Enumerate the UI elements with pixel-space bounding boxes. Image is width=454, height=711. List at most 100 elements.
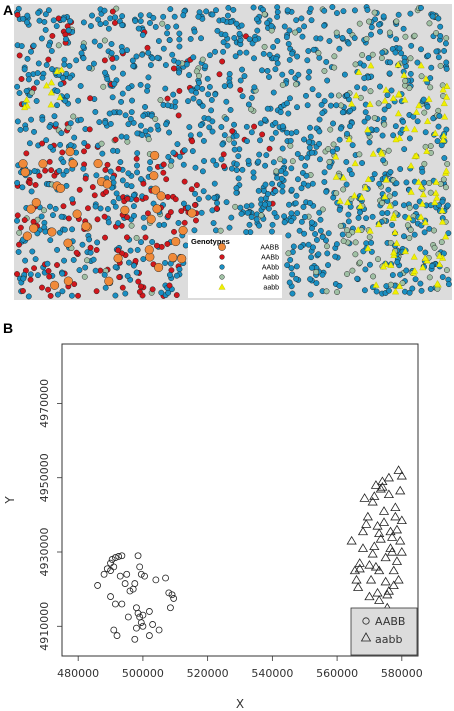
map-point-aabb bbox=[295, 71, 302, 78]
map-point-aabb bbox=[412, 152, 420, 159]
map-point-aabb bbox=[92, 109, 99, 115]
map-point-aabb bbox=[224, 42, 231, 49]
map-point-aabb bbox=[66, 74, 73, 81]
map-point-aabb bbox=[231, 35, 238, 41]
x-tick-label: 540000 bbox=[251, 667, 293, 680]
map-point-aabb bbox=[138, 239, 144, 246]
map-point-aabb bbox=[316, 140, 323, 147]
map-point-aabb bbox=[165, 153, 172, 160]
map-point-aabb bbox=[142, 104, 148, 110]
map-point-aabb bbox=[73, 249, 80, 256]
map-point-aabb bbox=[164, 241, 171, 247]
point-aabb-circle bbox=[137, 570, 145, 578]
map-point-aabb bbox=[203, 8, 210, 15]
map-point-aabb bbox=[443, 82, 451, 89]
map-point-aabb bbox=[403, 267, 410, 274]
map-point-aabb bbox=[196, 79, 202, 86]
map-point-aabb bbox=[140, 112, 147, 119]
map-point-aabb bbox=[316, 54, 323, 61]
map-point-aabb bbox=[294, 151, 301, 157]
map-point-aabb bbox=[92, 267, 99, 274]
map-point-aabb bbox=[21, 103, 29, 111]
map-point-aabb bbox=[439, 198, 446, 205]
map-point-aabb bbox=[177, 254, 187, 264]
map-point-aabb bbox=[316, 116, 323, 123]
map-point-aabb bbox=[65, 215, 72, 222]
point-aabb-triangle bbox=[374, 565, 385, 575]
map-point-aabb bbox=[100, 83, 107, 90]
map-point-aabb bbox=[385, 186, 392, 193]
map-point-aabb bbox=[440, 176, 447, 183]
map-point-aabb bbox=[406, 135, 413, 142]
map-point-aabb bbox=[97, 205, 104, 212]
map-point-aabb bbox=[78, 116, 84, 123]
map-point-aabb bbox=[403, 179, 410, 186]
map-point-aabb bbox=[286, 279, 293, 286]
point-aabb-triangle bbox=[374, 528, 385, 538]
map-point-aabb bbox=[365, 114, 371, 121]
point-aabb-circle bbox=[139, 622, 147, 630]
map-point-aabb bbox=[220, 163, 227, 170]
map-point-aabb bbox=[16, 229, 23, 236]
point-aabb-triangle bbox=[383, 472, 394, 482]
map-point-aabb bbox=[192, 190, 198, 197]
point-aabb-circle bbox=[110, 563, 118, 571]
map-point-aabb bbox=[319, 234, 326, 240]
map-point-aabb bbox=[389, 222, 396, 228]
map-point-aabb bbox=[50, 17, 57, 24]
map-point-aabb bbox=[200, 137, 207, 144]
map-point-aabb bbox=[227, 107, 234, 113]
map-point-aabb bbox=[202, 63, 209, 70]
map-point-aabb bbox=[281, 23, 288, 30]
map-point-aabb bbox=[426, 20, 433, 27]
point-aabb-circle bbox=[116, 572, 124, 580]
map-point-aabb bbox=[174, 141, 181, 148]
map-point-aabb bbox=[401, 233, 407, 240]
map-point-aabb bbox=[400, 71, 408, 78]
map-point-aabb bbox=[175, 59, 182, 66]
map-point-aabb bbox=[149, 55, 156, 62]
map-point-aabb bbox=[209, 11, 216, 18]
legend-marker-aabb bbox=[219, 254, 225, 260]
map-point-aabb bbox=[389, 272, 396, 278]
map-point-aabb bbox=[31, 198, 41, 208]
map-point-aabb bbox=[336, 45, 343, 52]
map-point-aabb bbox=[369, 51, 376, 58]
map-point-aabb bbox=[31, 168, 38, 174]
map-point-aabb bbox=[277, 156, 284, 163]
map-point-aabb bbox=[49, 32, 56, 39]
map-point-aabb bbox=[269, 221, 276, 228]
map-point-aabb bbox=[205, 115, 212, 122]
map-point-aabb bbox=[332, 173, 340, 180]
map-point-aabb bbox=[331, 53, 338, 60]
map-point-aabb bbox=[402, 124, 410, 132]
map-point-aabb bbox=[405, 214, 413, 221]
map-point-aabb bbox=[162, 260, 169, 266]
map-point-aabb bbox=[308, 149, 315, 156]
point-aabb-circle bbox=[94, 582, 101, 589]
map-point-aabb bbox=[289, 271, 296, 278]
map-point-aabb bbox=[294, 53, 301, 60]
map-point-aabb bbox=[270, 44, 277, 50]
map-point-aabb bbox=[81, 273, 88, 280]
map-point-aabb bbox=[138, 176, 144, 182]
map-point-aabb bbox=[170, 65, 177, 72]
map-point-aabb bbox=[28, 188, 35, 195]
point-aabb-triangle bbox=[372, 521, 383, 530]
map-point-aabb bbox=[181, 178, 188, 185]
map-point-aabb bbox=[261, 116, 268, 123]
map-point-aabb bbox=[241, 73, 248, 80]
map-point-aabb bbox=[28, 48, 34, 55]
map-point-aabb bbox=[57, 141, 64, 148]
map-point-aabb bbox=[109, 8, 116, 15]
map-legend: Genotypes AABB AABb AAbb Aabb aabb bbox=[188, 235, 282, 298]
map-point-aabb bbox=[172, 98, 179, 105]
map-point-aabb bbox=[56, 93, 64, 101]
map-point-aabb bbox=[238, 22, 245, 29]
map-point-aabb bbox=[35, 9, 42, 16]
map-point-aabb bbox=[199, 56, 206, 63]
map-point-aabb bbox=[248, 214, 255, 220]
map-point-aabb bbox=[387, 281, 394, 288]
map-point-aabb bbox=[235, 153, 242, 160]
point-aabb-circle bbox=[167, 604, 174, 612]
